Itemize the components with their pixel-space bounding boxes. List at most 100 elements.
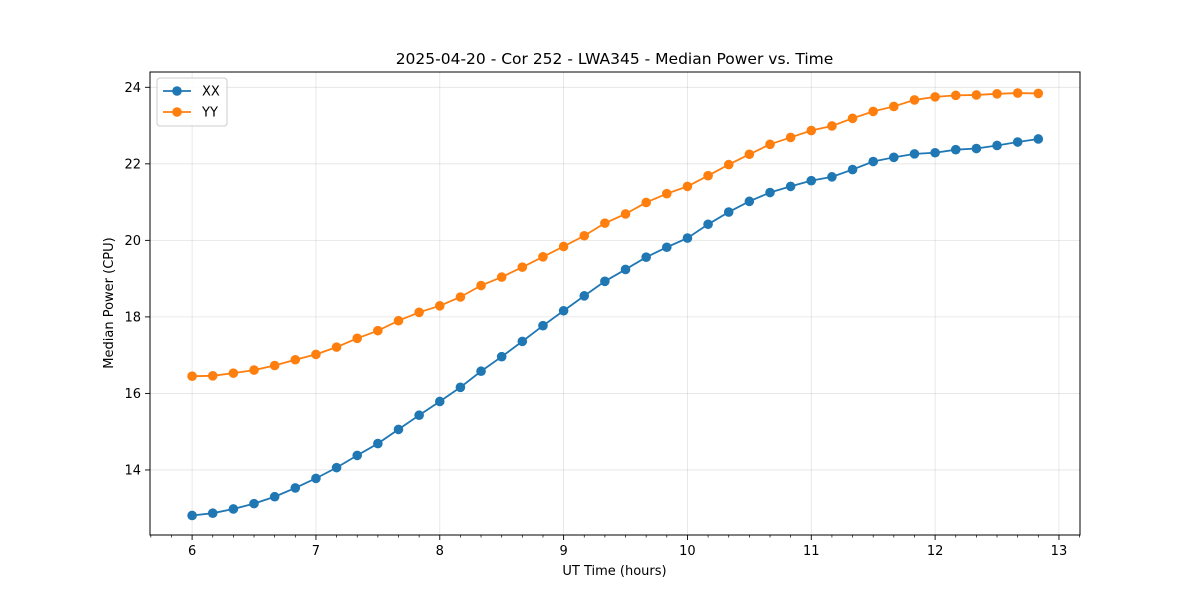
data-point-yy [662, 188, 672, 199]
data-point-yy [249, 365, 259, 375]
data-point-xx [352, 450, 363, 461]
data-point-yy [620, 209, 631, 219]
data-point-yy [187, 371, 197, 382]
data-point-xx [827, 172, 837, 182]
data-point-xx [682, 233, 693, 243]
data-point-yy [331, 342, 342, 352]
data-point-yy [723, 159, 734, 170]
x-axis-label: UT Time (hours) [562, 564, 666, 579]
data-point-xx [889, 152, 899, 163]
data-point-xx [414, 410, 424, 421]
x-tick-label: 12 [927, 544, 944, 559]
data-point-xx [290, 483, 301, 493]
data-point-xx [558, 305, 569, 316]
data-point-xx [723, 207, 734, 217]
data-point-xx [207, 508, 218, 518]
data-point-xx [930, 147, 940, 158]
data-point-xx [393, 424, 404, 435]
data-point-yy [682, 181, 693, 192]
data-point-xx [909, 149, 920, 159]
legend-marker-yy [172, 107, 182, 117]
data-point-xx [600, 276, 610, 287]
data-point-xx [517, 336, 528, 347]
data-point-xx [496, 351, 507, 362]
series-group [187, 88, 1044, 521]
data-point-xx [228, 504, 239, 514]
data-point-yy [827, 121, 837, 131]
y-axis-label: Median Power (CPU) [102, 237, 117, 368]
data-point-xx [847, 164, 858, 175]
data-point-yy [558, 241, 569, 252]
data-point-xx [971, 143, 982, 154]
x-tick-label: 10 [679, 544, 696, 559]
data-point-yy [971, 90, 982, 100]
data-point-xx [785, 181, 796, 192]
data-point-xx [868, 156, 878, 167]
data-point-xx [620, 264, 631, 275]
data-point-xx [579, 291, 590, 301]
x-tick-label: 11 [803, 544, 820, 559]
data-point-xx [311, 473, 321, 484]
data-point-xx [455, 382, 466, 393]
legend-marker-xx [172, 86, 182, 96]
y-tick-label: 18 [124, 310, 141, 325]
data-point-xx [249, 498, 259, 509]
data-point-xx [1012, 137, 1023, 147]
data-point-yy [311, 349, 321, 360]
x-tick-label: 6 [188, 544, 196, 559]
data-point-yy [476, 280, 486, 291]
series-yy [187, 88, 1044, 382]
data-point-yy [414, 307, 424, 318]
data-point-yy [538, 252, 548, 262]
data-point-yy [992, 89, 1002, 99]
data-point-xx [806, 175, 817, 186]
x-tick-label: 9 [559, 544, 567, 559]
y-tick-label: 14 [124, 463, 141, 478]
x-tick-label: 13 [1051, 544, 1068, 559]
y-tick-label: 24 [124, 81, 141, 96]
data-point-xx [373, 438, 383, 449]
chart-title: 2025-04-20 - Cor 252 - LWA345 - Median P… [396, 50, 834, 68]
data-point-yy [950, 90, 961, 101]
y-tick-label: 16 [124, 387, 141, 402]
data-point-xx [434, 396, 445, 407]
data-point-yy [207, 371, 218, 381]
series-xx [187, 134, 1044, 521]
data-point-yy [1033, 88, 1044, 99]
data-point-xx [641, 252, 651, 262]
data-point-yy [290, 354, 301, 365]
data-point-xx [662, 242, 672, 253]
data-point-yy [352, 333, 363, 344]
data-point-yy [269, 360, 280, 371]
data-point-xx [992, 140, 1002, 151]
y-axis: 14 16 18 20 22 24 [124, 81, 150, 478]
data-point-yy [785, 132, 796, 143]
legend-label-xx: XX [202, 85, 220, 100]
data-point-yy [373, 325, 383, 336]
x-tick-label: 8 [436, 544, 444, 559]
data-point-xx [1033, 134, 1044, 144]
data-point-yy [496, 272, 507, 282]
data-point-xx [538, 320, 548, 331]
legend-label-yy: YY [201, 106, 218, 121]
data-point-xx [269, 491, 280, 502]
data-point-xx [765, 187, 775, 198]
data-point-yy [1012, 88, 1023, 98]
data-point-yy [889, 101, 899, 112]
data-point-yy [847, 113, 858, 124]
x-tick-label: 7 [312, 544, 320, 559]
y-tick-label: 20 [124, 234, 141, 249]
data-point-xx [744, 196, 755, 207]
y-tick-label: 22 [124, 157, 141, 172]
data-point-xx [187, 510, 197, 521]
data-point-yy [744, 149, 755, 160]
data-point-yy [600, 218, 610, 228]
data-point-yy [393, 315, 404, 326]
data-point-yy [930, 92, 940, 102]
data-point-yy [765, 139, 775, 150]
data-point-yy [434, 300, 445, 311]
data-point-yy [641, 197, 651, 208]
data-point-xx [950, 144, 961, 155]
data-point-yy [517, 262, 528, 272]
